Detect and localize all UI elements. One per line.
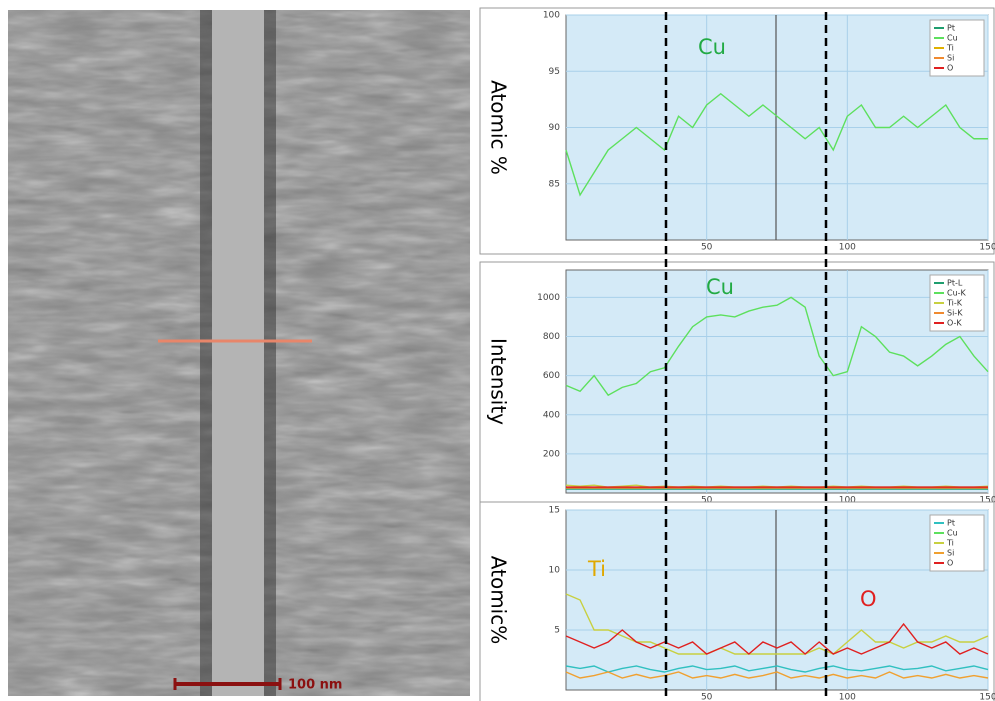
x-tick-label: 150 <box>979 243 995 253</box>
x-tick-label: 100 <box>839 693 856 701</box>
legend-label: O <box>947 559 953 568</box>
y-tick-label: 95 <box>549 67 560 77</box>
y-tick-label: 15 <box>549 506 560 516</box>
data-line <box>565 671 989 679</box>
annotation: Cu <box>698 35 726 59</box>
y-axis-label: Atomic % <box>487 80 511 175</box>
legend-label: Pt <box>947 519 955 528</box>
legend-label: Si <box>947 549 954 558</box>
legend-label: Pt-L <box>947 279 963 288</box>
legend-label: Ti <box>946 539 954 548</box>
legend-label: O <box>947 64 953 73</box>
legend-label: Cu-K <box>947 289 967 298</box>
legend-label: O-K <box>947 319 962 328</box>
data-line <box>565 622 989 655</box>
data-line <box>565 296 989 397</box>
x-tick-label: 100 <box>839 496 856 506</box>
y-tick-label: 85 <box>549 179 560 189</box>
y-tick-label: 5 <box>554 626 560 636</box>
legend-label: Cu <box>947 529 958 538</box>
x-tick-label: 50 <box>701 693 713 701</box>
y-tick-label: 800 <box>543 332 560 342</box>
y-axis-label: Intensity <box>487 338 511 425</box>
y-tick-label: 600 <box>543 371 560 381</box>
y-axis-label: Atomic% <box>487 556 511 644</box>
annotation: Ti <box>587 557 606 581</box>
y-tick-label: 1000 <box>537 293 560 303</box>
legend-label: Ti-K <box>946 299 963 308</box>
scale-bar-label: 100 nm <box>288 678 342 693</box>
x-tick-label: 150 <box>979 693 995 701</box>
annotation: Cu <box>706 275 734 299</box>
x-tick-label: 100 <box>839 243 856 253</box>
legend-label: Ti <box>946 44 954 53</box>
plot-area <box>565 269 989 494</box>
x-tick-label: 150 <box>979 496 995 506</box>
legend-label: Si-K <box>947 309 963 318</box>
plot-area <box>565 509 989 691</box>
legend-label: Si <box>947 54 954 63</box>
y-tick-label: 10 <box>549 566 561 576</box>
tem-image: 100 nm <box>8 10 470 696</box>
legend-label: Pt <box>947 24 955 33</box>
data-line <box>565 665 989 673</box>
x-tick-label: 50 <box>701 496 713 506</box>
legend-label: Cu <box>947 34 958 43</box>
y-tick-label: 400 <box>543 410 560 420</box>
y-tick-label: 100 <box>543 11 560 21</box>
annotation: O <box>860 587 877 611</box>
y-tick-label: 90 <box>549 123 561 133</box>
data-line <box>565 92 988 197</box>
x-tick-label: 50 <box>701 243 713 253</box>
y-tick-label: 200 <box>543 449 560 459</box>
